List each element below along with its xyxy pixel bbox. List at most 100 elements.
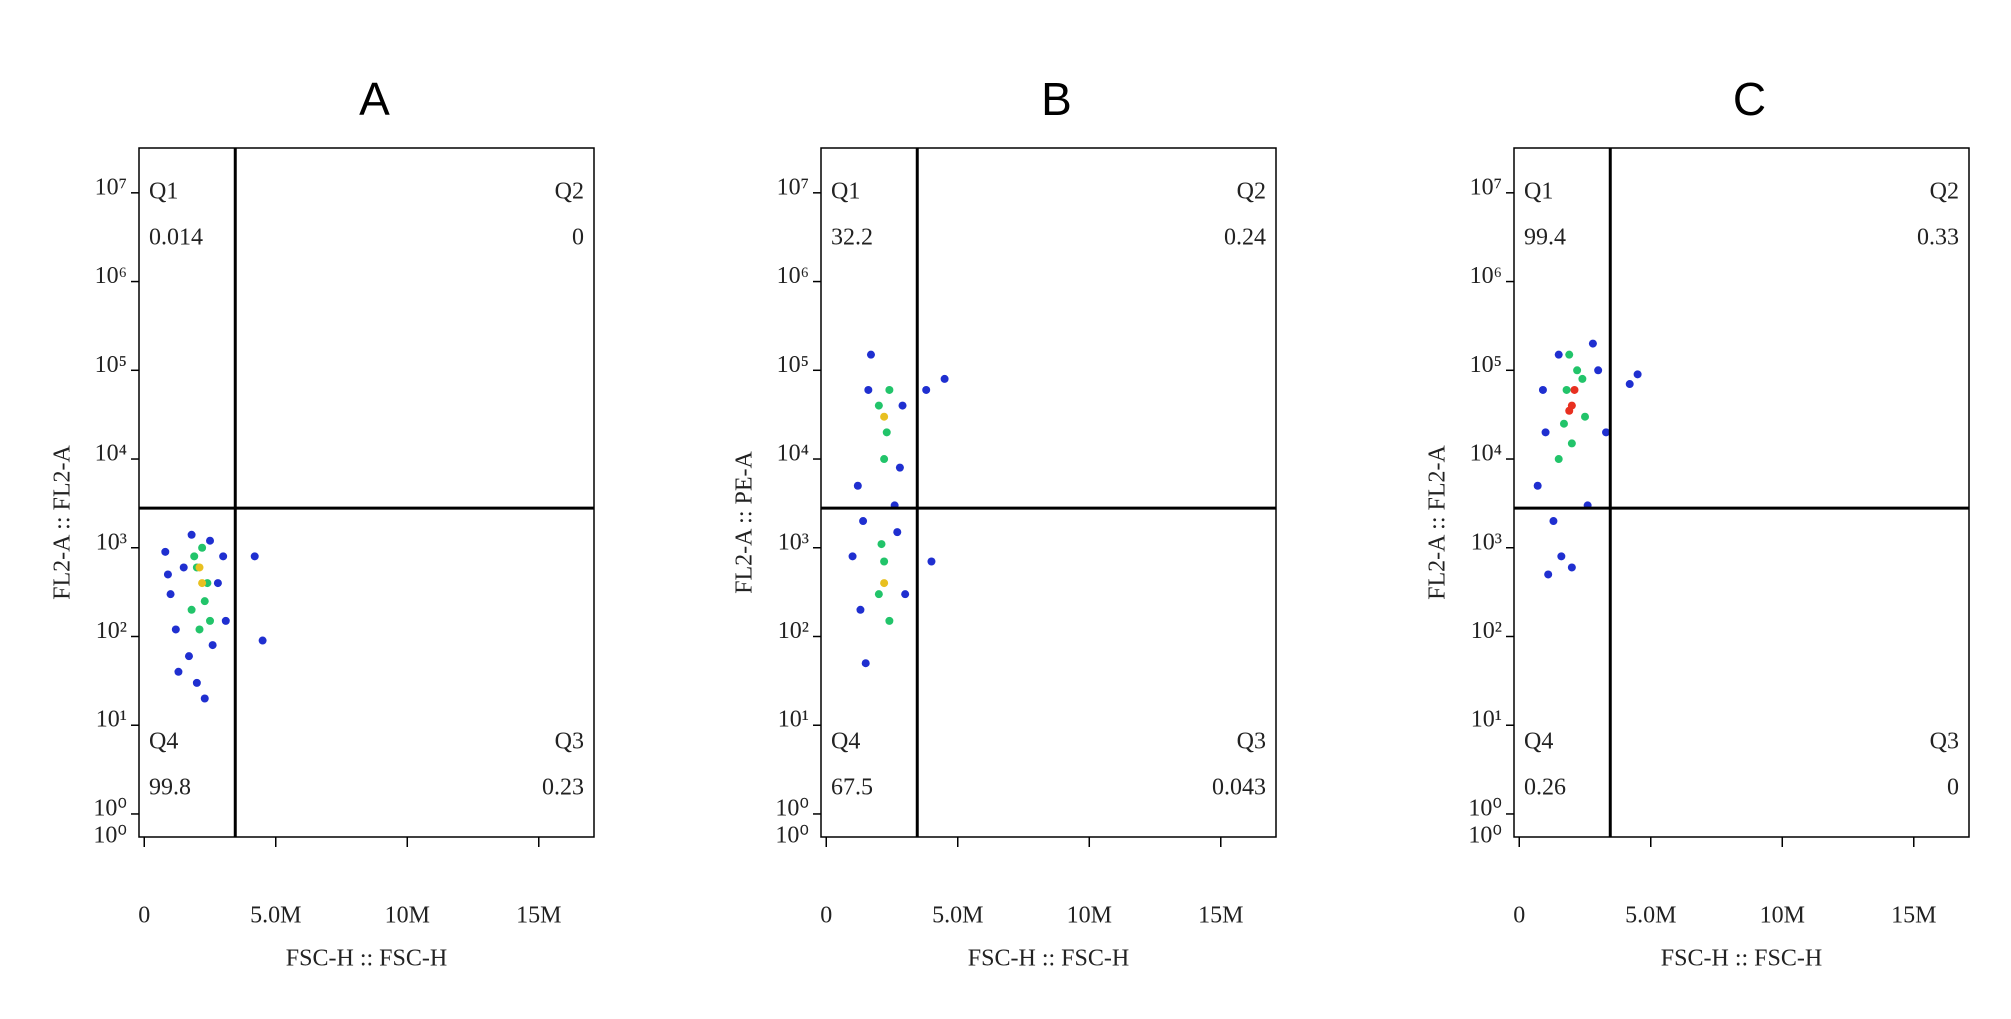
x-tick-label: 0	[820, 903, 832, 929]
quadrant-name: Q1	[831, 179, 860, 205]
event-dot	[882, 428, 891, 437]
y-tick-label: 10⁰	[93, 823, 127, 849]
y-tick-label: 10³	[778, 529, 809, 555]
quadrant-percent: 0.33	[1917, 225, 1959, 251]
y-tick-label: 10⁴	[1470, 441, 1502, 467]
event-dot	[1567, 439, 1576, 448]
y-tick-label: 10⁵	[777, 352, 809, 378]
x-tick-label: 5.0M	[1625, 903, 1676, 929]
plot-frame	[820, 147, 1277, 838]
event-dot	[885, 385, 894, 394]
quadrant-name: Q3	[1237, 729, 1266, 755]
event-dot	[853, 481, 862, 490]
event-dot	[166, 590, 175, 599]
y-tick-label: 10²	[96, 618, 127, 644]
event-dot	[1533, 481, 1542, 490]
y-tick-label: 10¹	[96, 707, 127, 733]
y-tick-label: 10⁵	[95, 352, 127, 378]
event-dot	[1625, 380, 1634, 389]
event-dot	[864, 385, 873, 394]
event-dot	[1578, 374, 1587, 383]
quadrant-name: Q1	[149, 179, 178, 205]
event-dot	[880, 579, 889, 588]
event-dot	[179, 563, 188, 572]
x-axis-label: FSC-H :: FSC-H	[968, 946, 1129, 972]
x-axis-label: FSC-H :: FSC-H	[286, 946, 447, 972]
x-tick-label: 15M	[1891, 903, 1936, 929]
quadrant-name: Q2	[1237, 179, 1266, 205]
event-dot	[859, 517, 868, 526]
x-tick-label: 10M	[385, 903, 430, 929]
quadrant-name: Q4	[831, 729, 860, 755]
y-tick-label: 10⁷	[1470, 174, 1502, 200]
event-dot	[190, 552, 199, 561]
y-axis-label: FL2-A :: PE-A	[732, 451, 758, 594]
quadrant-percent: 0.014	[149, 225, 203, 251]
event-dot	[184, 652, 193, 661]
y-tick-label: 10⁰	[1468, 795, 1502, 821]
y-tick-label: 10⁴	[95, 441, 127, 467]
quadrant-name: Q2	[1930, 179, 1959, 205]
y-tick-label: 10⁶	[95, 263, 127, 289]
y-tick-label: 10⁷	[777, 174, 809, 200]
quadrant-percent: 32.2	[831, 225, 873, 251]
event-dot	[1573, 366, 1582, 375]
event-dot	[1544, 570, 1553, 579]
event-dot	[208, 641, 217, 650]
event-dot	[885, 616, 894, 625]
y-tick-label: 10²	[1471, 618, 1502, 644]
event-dot	[1559, 419, 1568, 428]
x-tick-label: 15M	[516, 903, 561, 929]
event-dot	[1549, 517, 1558, 526]
event-dot	[198, 543, 207, 552]
event-dot	[874, 590, 883, 599]
plot-frame	[138, 147, 595, 838]
y-axis-label: FL2-A :: FL2-A	[50, 445, 76, 600]
event-dot	[200, 597, 209, 606]
y-tick-label: 10¹	[1471, 707, 1502, 733]
quadrant-percent: 99.8	[149, 775, 191, 801]
event-dot	[161, 547, 170, 556]
quadrant-percent: 99.4	[1524, 225, 1566, 251]
quadrant-percent: 0	[1947, 775, 1959, 801]
x-tick-label: 10M	[1760, 903, 1805, 929]
y-tick-label: 10²	[778, 618, 809, 644]
event-dot	[880, 557, 889, 566]
x-tick-label: 0	[138, 903, 150, 929]
event-dot	[901, 590, 910, 599]
plot-frame	[1513, 147, 1970, 838]
event-dot	[187, 605, 196, 614]
y-tick-label: 10⁶	[1470, 263, 1502, 289]
event-dot	[1602, 428, 1611, 437]
x-tick-label: 5.0M	[250, 903, 301, 929]
event-dot	[258, 636, 267, 645]
event-dot	[1565, 406, 1574, 415]
event-dot	[1565, 350, 1574, 359]
y-tick-label: 10⁰	[775, 795, 809, 821]
event-dot	[874, 401, 883, 410]
y-tick-label: 10³	[96, 529, 127, 555]
y-tick-label: 10⁰	[775, 823, 809, 849]
event-dot	[1570, 385, 1579, 394]
quadrant-percent: 0	[572, 225, 584, 251]
event-dot	[1554, 455, 1563, 464]
y-tick-label: 10⁷	[95, 174, 127, 200]
quadrant-percent: 0.043	[1212, 775, 1266, 801]
quadrant-name: Q4	[1524, 729, 1553, 755]
event-dot	[1557, 552, 1566, 561]
y-tick-label: 10³	[1471, 529, 1502, 555]
event-dot	[1538, 385, 1547, 394]
quadrant-percent: 0.23	[542, 775, 584, 801]
y-tick-label: 10⁰	[93, 795, 127, 821]
event-dot	[206, 536, 215, 545]
event-dot	[880, 455, 889, 464]
x-tick-label: 5.0M	[932, 903, 983, 929]
event-dot	[861, 659, 870, 668]
event-dot	[174, 667, 183, 676]
event-dot	[1581, 412, 1590, 421]
event-dot	[927, 557, 936, 566]
event-dot	[1554, 350, 1563, 359]
event-dot	[195, 625, 204, 634]
event-dot	[1588, 339, 1597, 348]
